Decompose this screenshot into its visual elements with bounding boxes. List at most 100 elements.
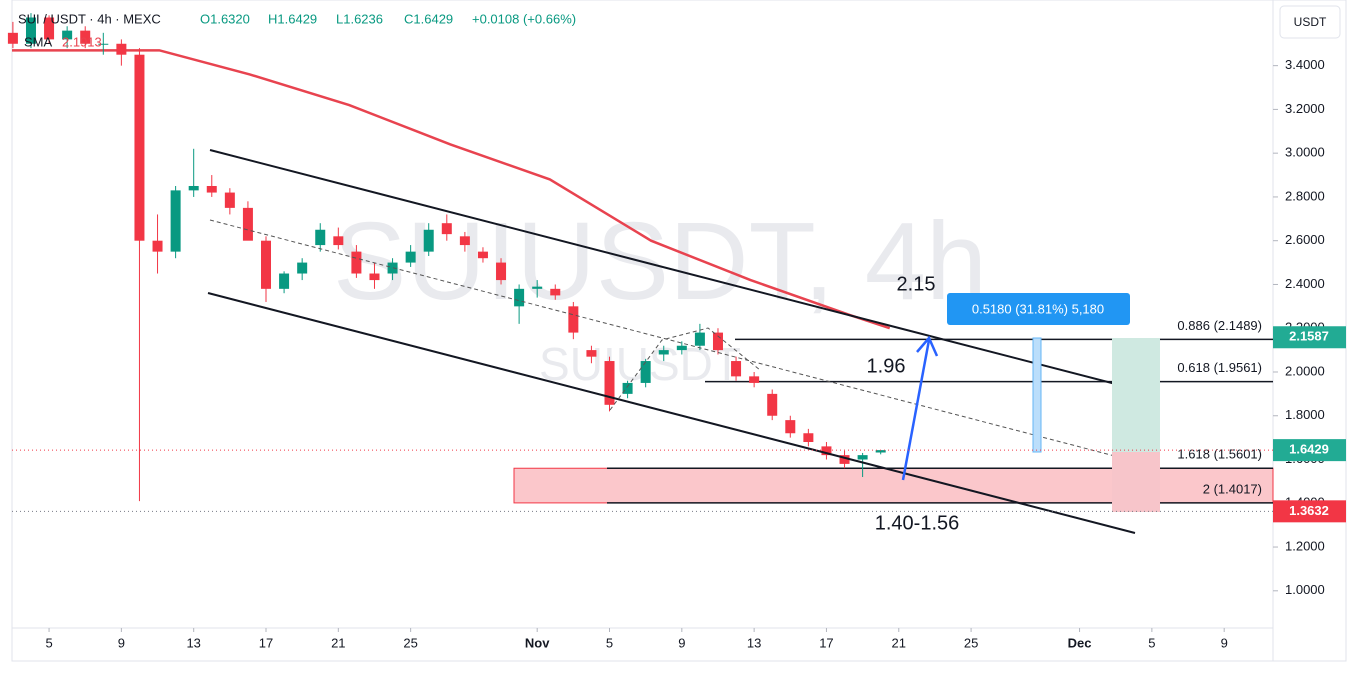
candle-body xyxy=(514,288,525,307)
x-tick-label: 9 xyxy=(118,635,125,650)
candle-body xyxy=(803,433,814,443)
x-tick-label: 25 xyxy=(964,635,978,650)
x-tick-label: 13 xyxy=(186,635,200,650)
candle-body xyxy=(80,30,91,44)
channel-lower xyxy=(207,292,1136,534)
sma-value: 2.1913 xyxy=(62,34,102,49)
symbol: SUI / USDT · 4h · MEXC xyxy=(18,11,161,26)
candle-body xyxy=(694,332,705,346)
x-tick-label: 21 xyxy=(331,635,345,650)
annotation: 1.96 xyxy=(867,355,906,377)
high: H1.6429 xyxy=(268,11,317,26)
candle-body xyxy=(315,229,326,246)
candle-body xyxy=(279,273,290,289)
measure-label: 0.5180 (31.81%) 5,180 xyxy=(972,301,1104,316)
candle-body xyxy=(785,420,796,434)
measure-box xyxy=(947,293,1130,325)
legend: SUI / USDT · 4h · MEXC O1.6320 H1.6429 L… xyxy=(18,11,576,49)
channel-upper xyxy=(209,149,1136,390)
candle-body xyxy=(731,361,742,377)
candle-body xyxy=(224,192,235,208)
candle-body xyxy=(712,332,723,351)
fib-label: 2 (1.4017) xyxy=(1203,481,1262,496)
y-tick-label: 1.8000 xyxy=(1285,407,1325,422)
x-tick-label: Nov xyxy=(525,635,550,650)
low: L1.6236 xyxy=(336,11,383,26)
x-tick-label: 5 xyxy=(1148,635,1155,650)
x-tick-label: 21 xyxy=(892,635,906,650)
candle-body xyxy=(676,345,687,351)
arrow-head xyxy=(916,335,939,357)
x-tick-label: Dec xyxy=(1068,635,1092,650)
price-tag xyxy=(1273,439,1346,462)
y-tick-label: 2.4000 xyxy=(1285,276,1325,291)
open: O1.6320 xyxy=(200,11,250,26)
x-tick-label: 5 xyxy=(606,635,613,650)
price-tag xyxy=(1273,500,1346,523)
candle-body xyxy=(767,393,778,416)
candle-body xyxy=(188,185,199,191)
y-tick-label: 1.0000 xyxy=(1285,582,1325,597)
currency[interactable]: USDT xyxy=(1294,15,1327,29)
candle-body xyxy=(7,32,18,44)
close: C1.6429 xyxy=(404,11,453,26)
target-zone xyxy=(1112,338,1160,452)
candle-body xyxy=(134,54,145,241)
candle-body xyxy=(459,236,470,246)
price-tag xyxy=(1273,326,1346,349)
candle-body xyxy=(640,361,651,383)
candle-body xyxy=(477,251,488,259)
candle-body xyxy=(98,43,109,45)
annotation: 1.40-1.56 xyxy=(875,512,960,534)
candle-body xyxy=(351,251,362,274)
candle-body xyxy=(496,262,507,281)
candle-body xyxy=(297,262,308,274)
candle-body xyxy=(839,455,850,464)
candle-body xyxy=(749,376,760,383)
price-tag-label: 2.1587 xyxy=(1289,329,1329,344)
candle-body xyxy=(261,240,272,289)
candle-body xyxy=(441,223,452,235)
candle-body xyxy=(423,229,434,252)
x-tick-label: 13 xyxy=(747,635,761,650)
candle-body xyxy=(550,288,561,296)
candle-body xyxy=(369,273,380,281)
currency-button[interactable] xyxy=(1279,5,1341,39)
change: +0.0108 (+0.66%) xyxy=(472,11,576,26)
sma-label: SMA xyxy=(24,34,53,49)
zigzag xyxy=(609,327,761,411)
sma-line xyxy=(12,49,891,330)
candle-body xyxy=(116,43,127,55)
candle-body xyxy=(62,30,73,40)
candle-body xyxy=(170,190,181,252)
fib-label: 1.618 (1.5601) xyxy=(1177,447,1262,462)
candle-body xyxy=(333,236,344,246)
x-tick-label: 17 xyxy=(819,635,833,650)
candle-body xyxy=(242,207,253,241)
x-tick-label: 17 xyxy=(259,635,273,650)
y-tick-label: 3.0000 xyxy=(1285,145,1325,160)
candle-body xyxy=(25,17,36,44)
candle-body xyxy=(405,251,416,263)
annotation: 2.15 xyxy=(897,273,936,295)
y-tick-label: 2.0000 xyxy=(1285,363,1325,378)
y-tick-label: 2.6000 xyxy=(1285,232,1325,247)
x-tick-label: 9 xyxy=(678,635,685,650)
watermark-small: SUIUSDT xyxy=(539,338,741,390)
candle-body xyxy=(658,350,669,355)
candle-body xyxy=(532,286,543,289)
y-tick-label: 2.8000 xyxy=(1285,188,1325,203)
candle-body xyxy=(152,240,163,252)
candle-body xyxy=(568,306,579,333)
fib-label: 0.618 (1.9561) xyxy=(1177,360,1262,375)
y-tick-label: 3.2000 xyxy=(1285,101,1325,116)
candle-body xyxy=(586,350,597,357)
channel-mid xyxy=(209,219,1131,461)
measure-arrow xyxy=(1032,337,1042,453)
stop-zone xyxy=(1112,452,1160,512)
candle-body xyxy=(604,361,615,405)
candle-body xyxy=(44,17,55,40)
fib-label: 0.886 (2.1489) xyxy=(1177,318,1262,333)
watermark: SUIUSDT, 4h xyxy=(333,200,987,323)
